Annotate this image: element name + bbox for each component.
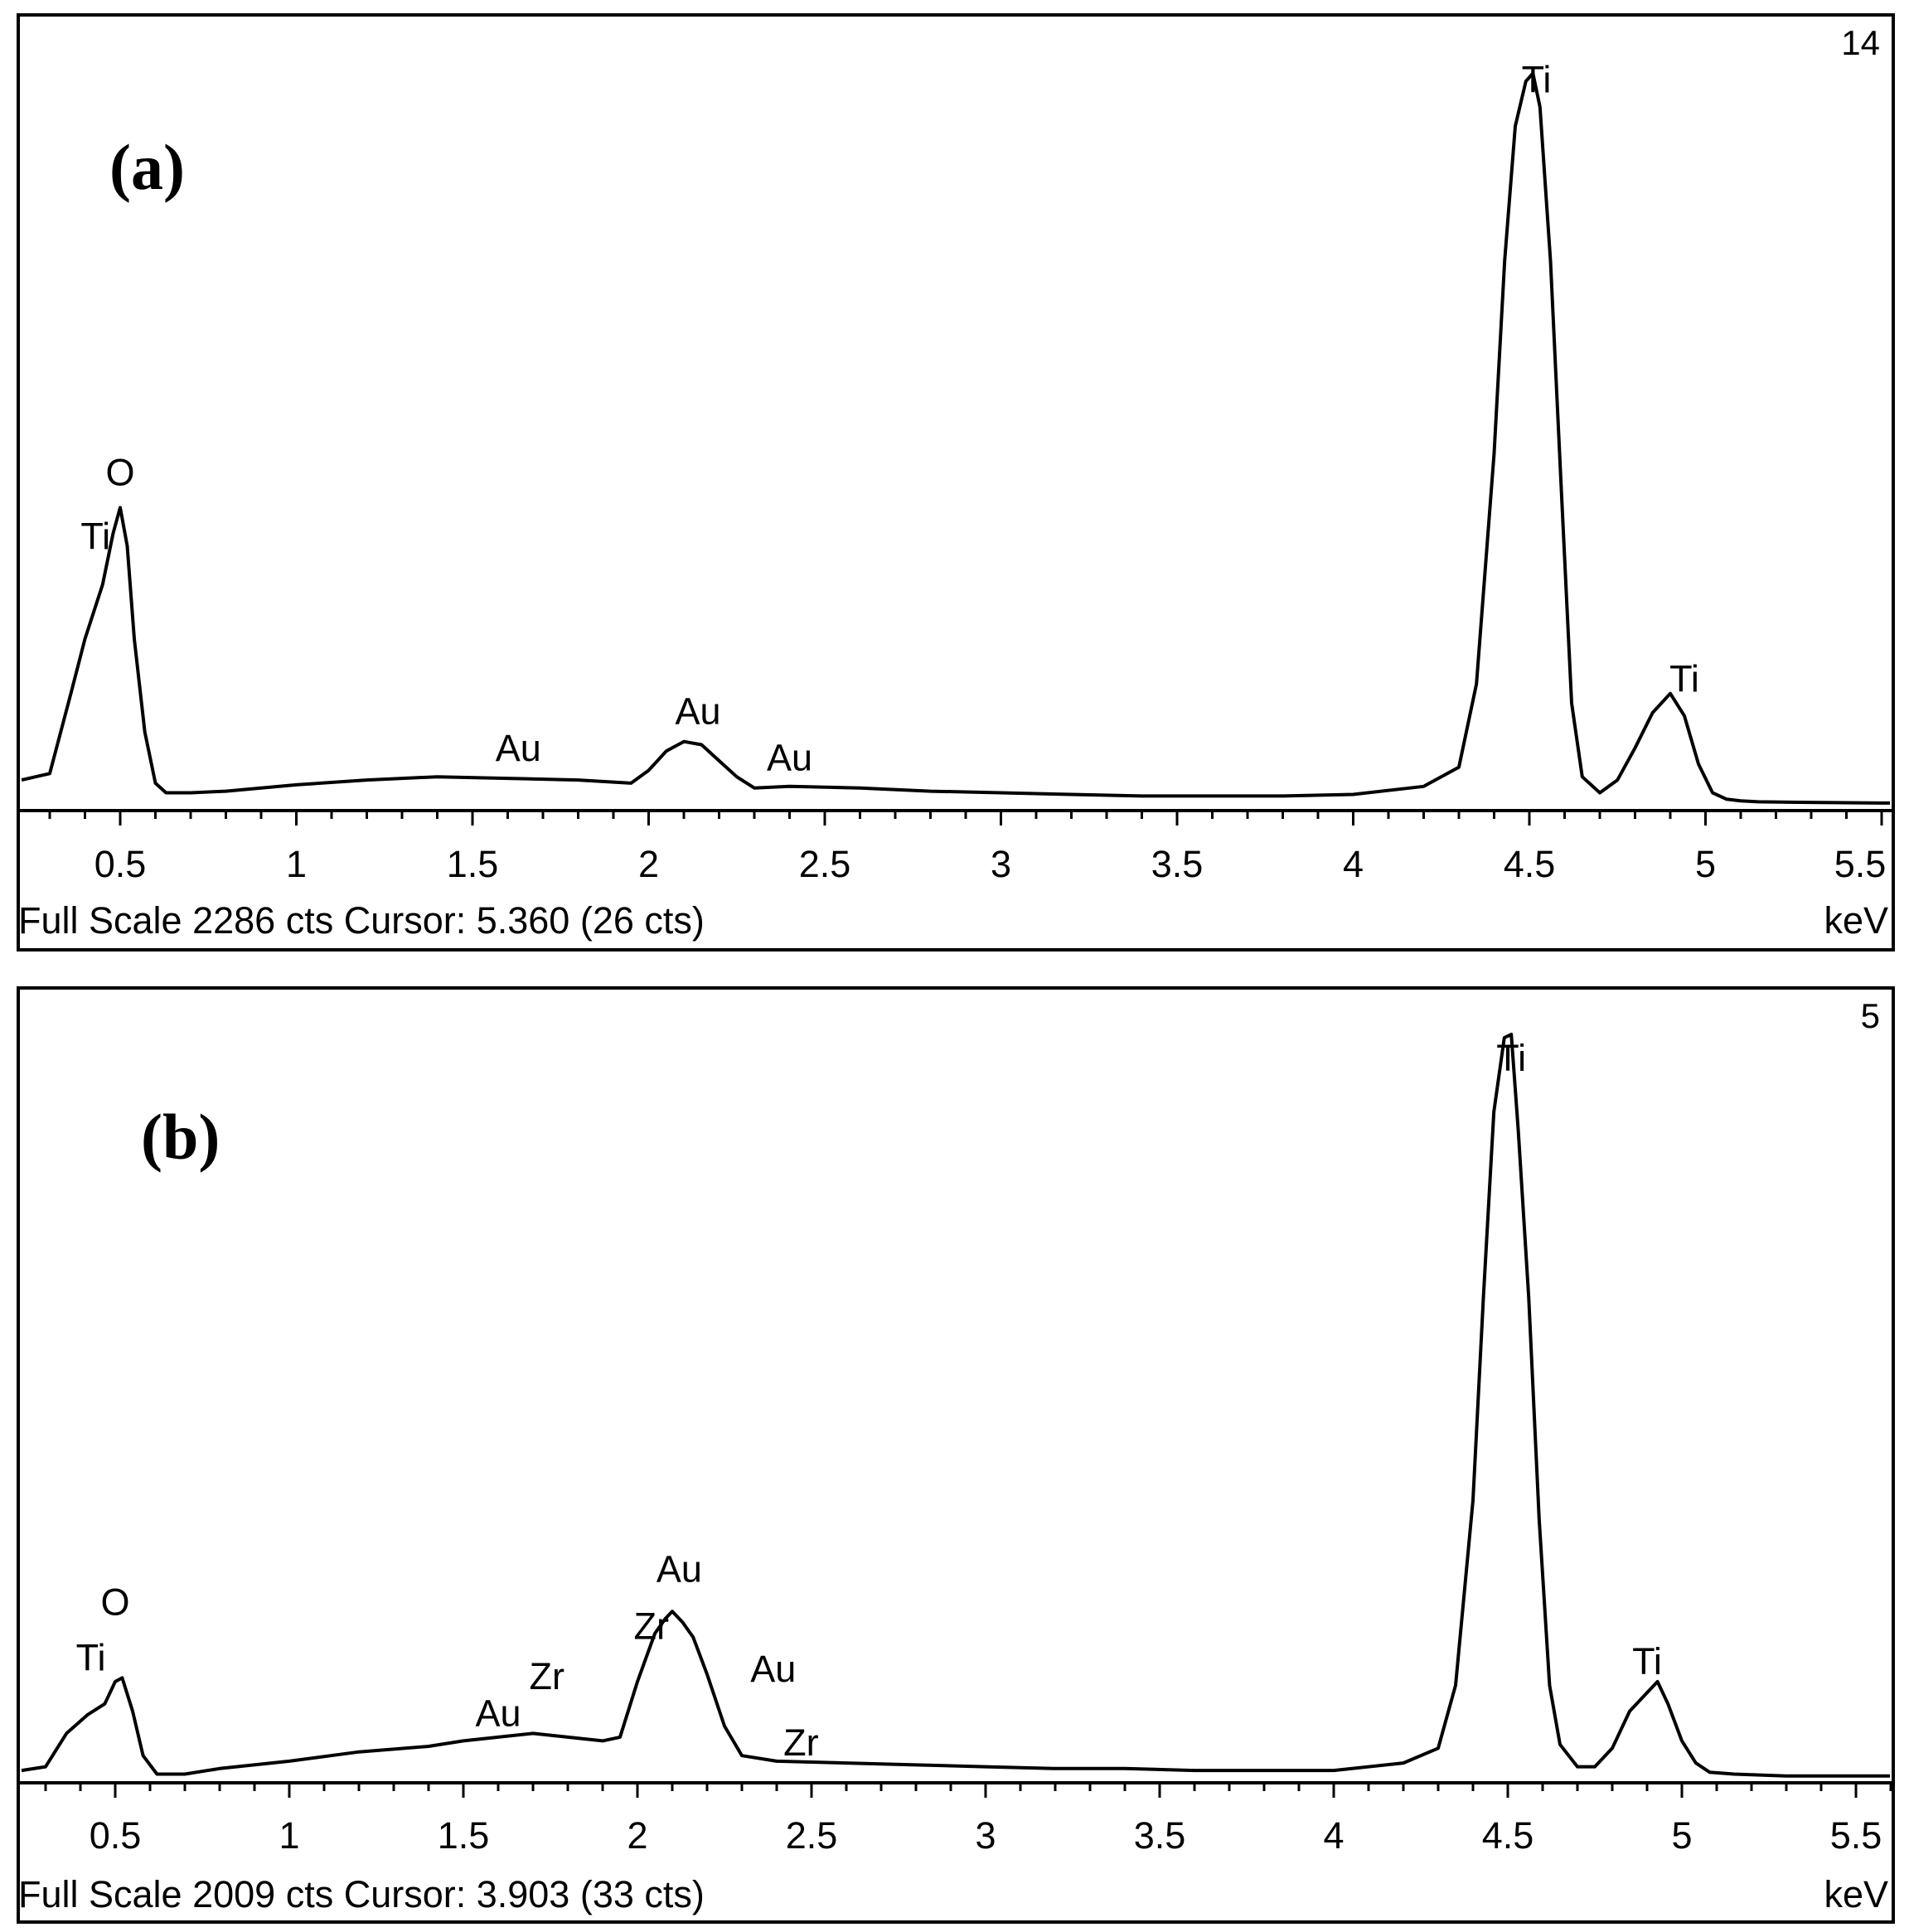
x-tick-label: 4.5 xyxy=(1482,1814,1534,1857)
panel-b-frame xyxy=(17,986,1895,1924)
panel-a-frame xyxy=(17,13,1895,951)
peak-label: Ti xyxy=(76,1637,106,1679)
panel-a-tick-labels: 0.5 1 1.5 2 2.5 3 3.5 4 4.5 5 5.5 xyxy=(94,843,1887,885)
x-tick-label: 3 xyxy=(975,1814,996,1857)
x-tick-label: 3.5 xyxy=(1134,1814,1186,1857)
x-tick-label: 0.5 xyxy=(90,1814,142,1857)
peak-label: Ti xyxy=(1669,658,1699,700)
x-tick-label: 1 xyxy=(279,1814,299,1857)
x-tick-label: 5 xyxy=(1671,1814,1692,1857)
panel-b-unit-label: keV xyxy=(1824,1873,1888,1915)
x-tick-label: 2.5 xyxy=(799,843,851,885)
x-tick-label: 2.5 xyxy=(786,1814,838,1857)
peak-label: Ti xyxy=(1522,59,1552,101)
panel-b-tick-labels: 0.5 1 1.5 2 2.5 3 3.5 4 4.5 5 5.5 xyxy=(90,1814,1882,1857)
x-tick-label: 1.5 xyxy=(447,843,499,885)
x-tick-label: 5.5 xyxy=(1830,1814,1882,1857)
panel-b-spectrum-line xyxy=(21,1033,1890,1778)
panel-b-label: (b) xyxy=(141,1101,220,1173)
x-tick-label: 1.5 xyxy=(438,1814,490,1857)
x-tick-label: 4.5 xyxy=(1504,843,1556,885)
x-tick-label: 0.5 xyxy=(94,843,147,885)
panel-a-status-text: Full Scale 2286 cts Cursor: 5.360 (26 ct… xyxy=(18,899,705,942)
panel-a-corner-value: 14 xyxy=(1841,23,1880,62)
peak-label: Au xyxy=(475,1692,521,1734)
peak-label: Au xyxy=(767,736,812,778)
x-tick-label: 4 xyxy=(1323,1814,1344,1857)
panel-a-peak-labels: O Ti Au Au Au Ti Ti xyxy=(80,59,1699,779)
peak-label: Zr xyxy=(783,1721,818,1764)
peak-label: Au xyxy=(750,1648,796,1690)
peak-label: Au xyxy=(496,727,541,769)
x-tick-label: 4 xyxy=(1343,843,1364,885)
x-tick-label: 2 xyxy=(627,1814,647,1857)
panel-a-spectrum-line xyxy=(21,71,1890,805)
spectrum-panel-b: 0.5 1 1.5 2 2.5 3 3.5 4 4.5 5 5.5 OTiAuZrZrAuAuZrT… xyxy=(17,986,1895,1924)
panel-b-tick-marks xyxy=(44,1783,1892,1798)
panel-b-corner-value: 5 xyxy=(1861,996,1880,1035)
peak-label: Au xyxy=(657,1547,702,1590)
peak-label: O xyxy=(105,451,134,493)
peak-label: Zr xyxy=(634,1605,669,1648)
x-tick-label: 3.5 xyxy=(1151,843,1204,885)
panel-a-tick-marks xyxy=(48,811,1883,826)
peak-label: Ti xyxy=(80,516,110,558)
x-tick-label: 3 xyxy=(991,843,1011,885)
x-tick-label: 2 xyxy=(638,843,659,885)
peak-label: Ti xyxy=(1496,1037,1526,1079)
x-tick-label: 5 xyxy=(1695,843,1716,885)
panel-b-status-text: Full Scale 2009 cts Cursor: 3.903 (33 ct… xyxy=(18,1873,705,1915)
peak-label: Zr xyxy=(530,1655,564,1697)
x-tick-label: 5.5 xyxy=(1834,843,1887,885)
peak-label: O xyxy=(100,1581,129,1624)
peak-label: Ti xyxy=(1632,1640,1662,1683)
spectrum-panel-a: 0.5 1 1.5 2 2.5 3 3.5 4 4.5 5 5.5 O Ti Au Au Au Ti Ti (a… xyxy=(17,13,1895,951)
panel-a-unit-label: keV xyxy=(1824,899,1888,942)
x-tick-label: 1 xyxy=(286,843,307,885)
peak-label: Au xyxy=(675,690,720,732)
panel-a-label: (a) xyxy=(109,131,185,203)
